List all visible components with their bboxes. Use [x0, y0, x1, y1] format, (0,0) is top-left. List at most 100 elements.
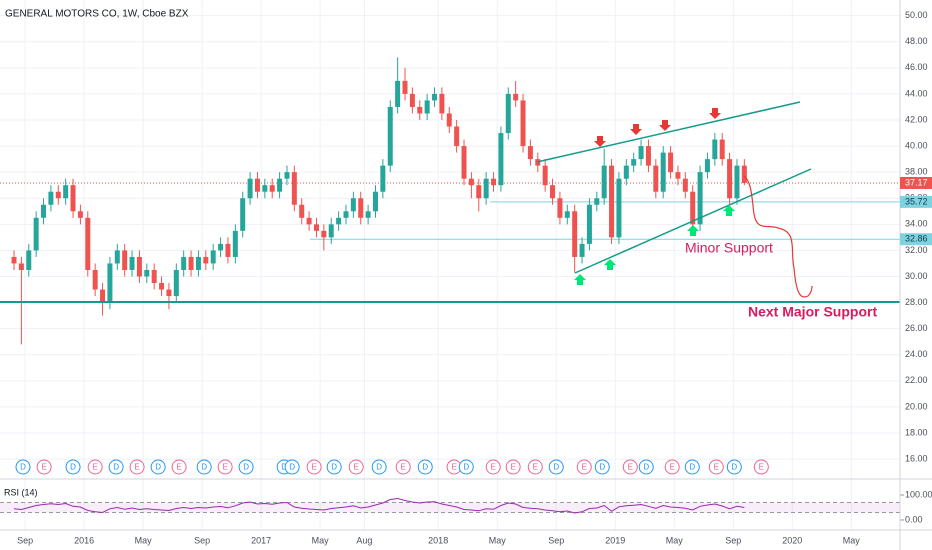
event-badge	[238, 459, 254, 475]
candle-body	[520, 100, 526, 147]
candle-body	[33, 217, 39, 251]
arrow-up	[687, 225, 699, 236]
event-badge	[726, 459, 742, 475]
candle-body	[417, 106, 423, 114]
candle-body	[741, 165, 747, 183]
candle-body	[358, 198, 364, 218]
candle-body	[173, 269, 179, 297]
candle-body	[395, 80, 401, 107]
event-badge	[548, 459, 564, 475]
candle-body	[564, 211, 570, 218]
y-tick-label: 26.00	[905, 323, 928, 333]
candle-body	[579, 243, 585, 257]
candle-body	[645, 146, 651, 166]
candle-body	[55, 191, 61, 199]
price-label-box	[900, 233, 932, 246]
x-tick-label: Sep	[194, 535, 210, 545]
candle-body	[336, 217, 342, 225]
candle-body	[461, 146, 467, 179]
event-label: E	[582, 463, 587, 472]
rsi-line	[13, 497, 745, 514]
event-badge	[576, 459, 592, 475]
event-label: E	[714, 463, 719, 472]
projection-path	[743, 175, 813, 298]
candle-body	[660, 152, 666, 192]
candle-body	[616, 178, 622, 238]
candle-body	[291, 172, 297, 205]
candle-body	[734, 165, 740, 199]
y-tick-label: 32.00	[905, 245, 928, 255]
y-tick-label: 46.00	[905, 62, 928, 72]
candle-body	[572, 211, 578, 257]
candle-body	[218, 243, 224, 251]
candle-body	[432, 93, 438, 101]
x-tick-label: 2018	[428, 535, 448, 545]
event-badge	[326, 459, 342, 475]
candle-body	[343, 211, 349, 218]
candle-body	[85, 217, 91, 270]
event-badge	[638, 459, 654, 475]
candle-body	[476, 185, 482, 199]
event-label: D	[643, 463, 649, 472]
candle-body	[203, 256, 209, 264]
candle-body	[697, 172, 703, 225]
event-label: D	[689, 463, 695, 472]
candle-body	[144, 269, 150, 277]
candle-body	[505, 93, 511, 134]
candle-body	[380, 165, 386, 192]
event-badge	[417, 459, 433, 475]
event-label: D	[70, 463, 76, 472]
candle-body	[63, 185, 69, 199]
candle-body	[446, 113, 452, 127]
candle-body	[159, 283, 165, 290]
event-label: E	[176, 463, 181, 472]
candle-body	[151, 269, 157, 284]
event-label: E	[401, 463, 406, 472]
event-label: D	[731, 463, 737, 472]
event-label: D	[155, 463, 161, 472]
candle-body	[550, 185, 556, 199]
candle-body	[77, 211, 83, 218]
price-label-box	[900, 195, 932, 208]
event-badge	[306, 459, 322, 475]
candle-body	[70, 185, 76, 212]
arrow-down	[630, 124, 642, 135]
candle-body	[107, 263, 113, 303]
candle-body	[424, 100, 430, 114]
event-badge	[395, 459, 411, 475]
price-label: 32.86	[905, 234, 928, 244]
x-tick-label: May	[312, 535, 330, 545]
candle-body	[513, 93, 519, 101]
x-tick-label: Sep	[17, 535, 33, 545]
event-label: E	[510, 463, 515, 472]
event-label: E	[451, 463, 456, 472]
candle-body	[299, 204, 305, 218]
chart-title: GENERAL MOTORS CO, 1W, Cboe BZX	[5, 9, 189, 20]
candle-body	[129, 256, 135, 270]
candle-body	[254, 178, 260, 192]
y-tick-label: 18.00	[905, 427, 928, 437]
event-badge	[527, 459, 543, 475]
candle-body	[166, 289, 172, 297]
y-tick-label: 48.00	[905, 36, 928, 46]
event-label: D	[463, 463, 469, 472]
candle-body	[365, 211, 371, 218]
candle-body	[468, 178, 474, 186]
x-tick-label: May	[666, 535, 684, 545]
price-label-box	[900, 176, 932, 189]
arrow-up	[604, 259, 616, 270]
candle-body	[690, 191, 696, 225]
candle-body	[387, 106, 393, 166]
candle-body	[402, 80, 408, 94]
event-badge	[129, 459, 145, 475]
event-badge	[485, 459, 501, 475]
candle-body	[26, 250, 32, 270]
event-badge	[150, 459, 166, 475]
event-badge	[196, 459, 212, 475]
y-tick-label: 38.00	[905, 167, 928, 177]
y-tick-label: 30.00	[905, 271, 928, 281]
candle-body	[712, 139, 718, 160]
x-tick-label: May	[135, 535, 153, 545]
x-tick-label: May	[489, 535, 507, 545]
x-tick-label: Sep	[548, 535, 564, 545]
